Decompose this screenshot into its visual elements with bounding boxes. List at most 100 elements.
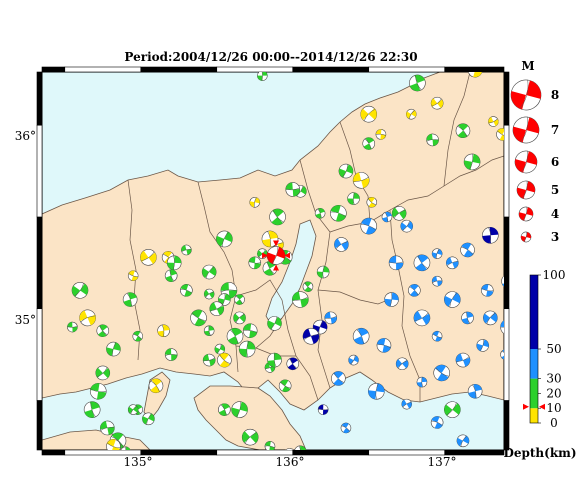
focal-mechanism <box>285 182 301 197</box>
depth-legend-label: 50 <box>546 342 561 356</box>
focal-mechanism <box>352 327 370 345</box>
focal-mechanism <box>262 261 278 276</box>
focal-mechanism <box>314 207 326 219</box>
focal-mechanism <box>294 445 307 450</box>
focal-mechanism <box>501 273 504 289</box>
focal-mechanism <box>330 204 347 222</box>
frame-segment-bottom <box>41 449 66 456</box>
lon-tick-137: 137° <box>428 455 457 469</box>
focal-mechanism <box>360 105 378 123</box>
highlight-marker-top <box>273 240 280 247</box>
focal-mechanism <box>96 324 110 338</box>
focal-mechanism <box>480 284 494 297</box>
focal-mechanism <box>248 256 262 270</box>
magnitude-legend-ball <box>512 116 540 144</box>
focal-mechanism <box>202 353 216 367</box>
focal-mechanism <box>267 352 282 368</box>
focal-mechanism <box>317 404 329 415</box>
focal-mechanism <box>71 282 89 299</box>
frame-segment-right <box>503 124 510 218</box>
focal-mechanism <box>190 309 207 327</box>
focal-mechanism <box>444 291 461 308</box>
frame-segment-left <box>36 124 43 218</box>
focal-mechanism <box>413 309 431 327</box>
map-title: Period:2004/12/26 00:00--2014/12/26 22:3… <box>124 50 417 64</box>
focal-mechanism <box>217 352 232 368</box>
focal-mechanism <box>100 420 115 436</box>
focal-mechanism <box>203 288 215 300</box>
focal-mechanism <box>95 365 111 381</box>
focal-mechanism <box>488 116 499 127</box>
depth-legend-label: 20 <box>546 386 561 400</box>
latitude-ticks: 35° 36° <box>15 129 36 327</box>
focal-mechanism <box>140 249 157 266</box>
focal-mechanism <box>180 284 193 297</box>
focal-mechanism <box>79 309 96 327</box>
highlight-marker-left <box>262 252 269 259</box>
frame-segment-top <box>368 66 446 73</box>
focal-mechanism <box>264 362 276 373</box>
focal-mechanism <box>381 211 393 223</box>
focal-mechanism <box>122 292 138 307</box>
focal-mechanism <box>430 416 444 429</box>
magnitude-legend-ball <box>516 180 536 200</box>
focal-mechanism <box>286 357 300 371</box>
focal-mechanism <box>218 403 231 416</box>
focal-mechanism <box>127 270 139 281</box>
focal-mechanism <box>331 371 346 386</box>
frame-segment-left <box>36 71 43 126</box>
magnitude-legend-label: 3 <box>551 230 559 244</box>
magnitude-legend-label: 8 <box>551 88 559 102</box>
focal-mechanism <box>214 343 226 355</box>
focal-mechanism <box>249 196 261 208</box>
frame-segment-left <box>36 400 43 451</box>
focal-mechanism <box>261 230 279 248</box>
focal-mechanism <box>292 291 309 308</box>
focal-mechanism <box>257 72 268 81</box>
focal-mechanism <box>142 412 155 426</box>
focal-mechanism <box>83 401 101 418</box>
focal-mechanism <box>89 382 107 400</box>
highlight-marker-bottom <box>273 264 280 271</box>
depth-legend-band <box>530 275 538 349</box>
focal-mechanism <box>218 293 231 306</box>
focal-mechanism <box>269 208 286 226</box>
focal-mechanism <box>405 108 417 120</box>
focal-mechanism <box>267 316 282 331</box>
frame-segment-right <box>503 216 510 310</box>
depth-legend-title: Depth(km) <box>503 446 576 460</box>
focal-mechanism <box>360 217 378 235</box>
focal-mechanism <box>203 325 215 337</box>
focal-mechanism <box>106 341 121 357</box>
focal-mechanism <box>467 383 483 399</box>
focal-mechanism <box>132 330 144 342</box>
focal-mechanism <box>482 227 499 244</box>
focal-mechanism <box>444 401 461 418</box>
frame-segment-top <box>140 66 218 73</box>
focal-mechanism <box>416 376 428 388</box>
frame-segment-right <box>503 400 510 451</box>
focal-mechanism <box>302 281 314 292</box>
magnitude-legend-ball <box>514 150 538 174</box>
focal-mechanism <box>375 129 387 140</box>
focal-mechanisms <box>67 72 504 450</box>
depth-legend-band <box>530 378 538 409</box>
magnitude-legend-label: 5 <box>551 183 559 197</box>
focal-mechanism <box>461 311 474 325</box>
focal-mechanism <box>231 401 248 418</box>
focal-mechanism <box>455 352 471 368</box>
frame-segment-top <box>41 66 66 73</box>
focal-mechanism <box>226 327 244 345</box>
focal-mechanism <box>181 244 192 256</box>
focal-mechanism <box>233 311 246 325</box>
focal-mechanism <box>148 378 164 394</box>
depth-legend-label: 30 <box>546 372 561 386</box>
focal-mechanism <box>431 330 443 342</box>
focal-mechanism <box>400 219 414 233</box>
lat-tick-35: 35° <box>15 313 36 327</box>
focal-mechanism <box>500 349 504 360</box>
depth-legend-band <box>530 349 538 379</box>
focal-mechanism <box>242 323 258 339</box>
magnitude-legend-label: 7 <box>551 123 559 137</box>
